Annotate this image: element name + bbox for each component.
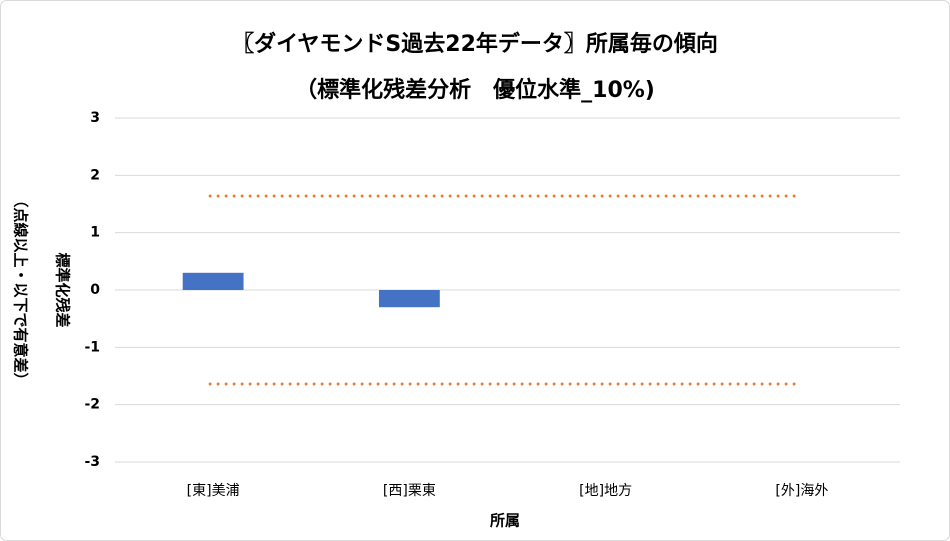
- y-tick-label: 1: [90, 225, 100, 241]
- chart-subtitle: （標準化残差分析 優位水準_10%): [295, 77, 655, 103]
- x-tick-label: [東]美浦: [187, 483, 240, 499]
- bar: [182, 272, 244, 290]
- chart-title: 〖ダイヤモンドS過去22年データ〗所属毎の傾向: [232, 31, 718, 57]
- y-tick-label: -3: [84, 454, 100, 470]
- y-tick-label: 0: [90, 282, 100, 298]
- y-tick-label: -1: [84, 339, 100, 355]
- x-tick-label: [西]栗東: [383, 483, 436, 499]
- x-tick-label: [外]海外: [775, 483, 828, 499]
- bar: [378, 290, 440, 308]
- y-axis-title: 標準化残差: [54, 252, 72, 327]
- y-tick-label: 2: [90, 167, 100, 183]
- y-axis-note: （点線以上・以下で有意差）: [12, 192, 30, 387]
- x-axis-title: 所属: [490, 512, 520, 530]
- y-tick-label: 3: [90, 110, 100, 126]
- x-tick-label: [地]地方: [579, 483, 632, 499]
- y-tick-label: -2: [84, 397, 100, 413]
